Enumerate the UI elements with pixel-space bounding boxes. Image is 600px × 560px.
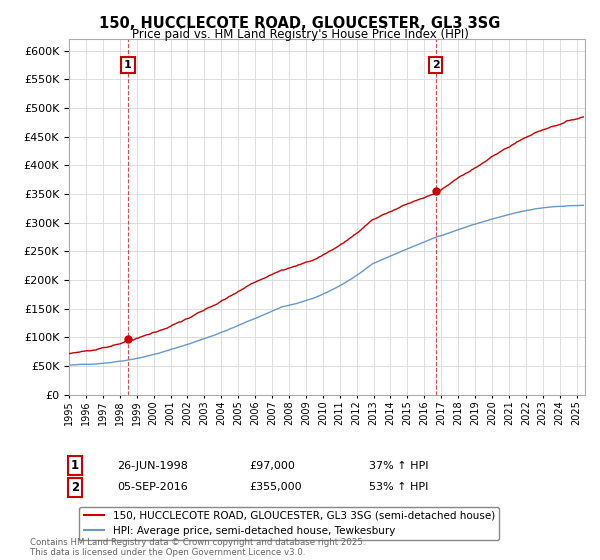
Text: £355,000: £355,000 (249, 482, 302, 492)
Text: 1: 1 (124, 60, 132, 70)
Text: 150, HUCCLECOTE ROAD, GLOUCESTER, GL3 3SG: 150, HUCCLECOTE ROAD, GLOUCESTER, GL3 3S… (100, 16, 500, 31)
Legend: 150, HUCCLECOTE ROAD, GLOUCESTER, GL3 3SG (semi-detached house), HPI: Average pr: 150, HUCCLECOTE ROAD, GLOUCESTER, GL3 3S… (79, 507, 499, 540)
Text: 05-SEP-2016: 05-SEP-2016 (117, 482, 188, 492)
Text: 26-JUN-1998: 26-JUN-1998 (117, 461, 188, 471)
Text: Price paid vs. HM Land Registry's House Price Index (HPI): Price paid vs. HM Land Registry's House … (131, 28, 469, 41)
Text: 53% ↑ HPI: 53% ↑ HPI (369, 482, 428, 492)
Text: £97,000: £97,000 (249, 461, 295, 471)
Text: 37% ↑ HPI: 37% ↑ HPI (369, 461, 428, 471)
Text: 1: 1 (71, 459, 79, 473)
Text: Contains HM Land Registry data © Crown copyright and database right 2025.
This d: Contains HM Land Registry data © Crown c… (30, 538, 365, 557)
Text: 2: 2 (71, 480, 79, 494)
Text: 2: 2 (432, 60, 439, 70)
